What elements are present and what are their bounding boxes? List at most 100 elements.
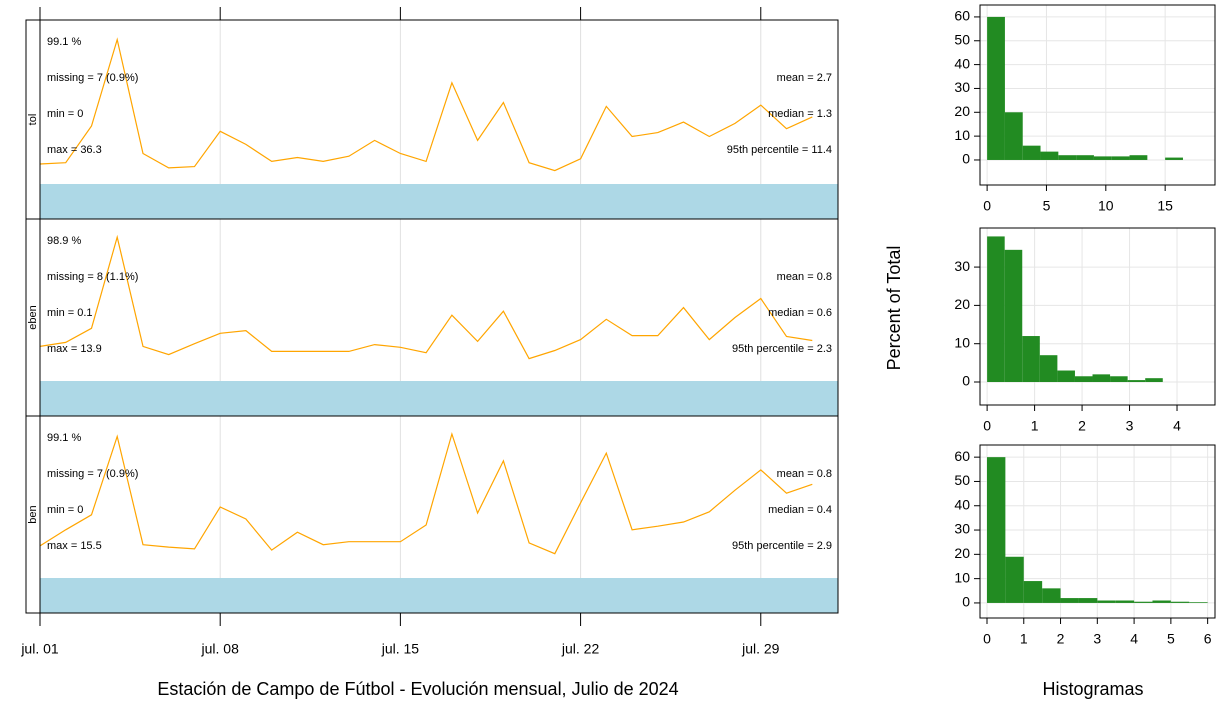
histogram-bar: [1023, 581, 1043, 603]
histogram-bar: [1022, 145, 1041, 160]
x-tick-label: 6: [1204, 631, 1212, 647]
x-tick-label: jul. 08: [201, 641, 240, 657]
histogram-bar: [1110, 376, 1128, 383]
histogram-bar: [987, 236, 1005, 383]
stat-left: max = 36.3: [47, 144, 102, 156]
stat-left: max = 13.9: [47, 343, 102, 355]
histogram-bar: [1004, 249, 1023, 383]
histogram-bar: [1092, 374, 1111, 383]
x-tick-label: 15: [1157, 198, 1173, 214]
histogram-bar: [1129, 155, 1148, 160]
stat-left: missing = 7 (0.9%): [47, 468, 138, 480]
histogram-bar: [1152, 600, 1171, 603]
histogram-bar: [1170, 601, 1190, 603]
y-tick-label: 10: [954, 127, 970, 143]
histogram-bar: [1093, 156, 1112, 160]
y-tick-label: 30: [954, 79, 970, 95]
capture-bar: [40, 578, 838, 613]
y-tick-label: 60: [954, 448, 970, 464]
x-tick-label: jul. 01: [20, 641, 59, 657]
y-tick-label: 20: [954, 545, 970, 561]
histogram-frame: [979, 227, 1216, 406]
histogram-bar: [1042, 588, 1061, 603]
histogram-bar: [1111, 156, 1130, 160]
stat-left: missing = 7 (0.9%): [47, 72, 138, 84]
x-tick-label: 3: [1093, 631, 1101, 647]
x-tick-label: 5: [1043, 198, 1051, 214]
histogram-bar: [987, 16, 1005, 160]
stat-left: min = 0: [47, 504, 83, 516]
stat-right: 95th percentile = 2.9: [732, 540, 832, 552]
y-tick-label: 40: [954, 55, 970, 71]
histogram-bar: [986, 457, 1006, 603]
strip-label: ben: [27, 505, 39, 523]
stat-left: min = 0: [47, 108, 83, 120]
histogram-bar: [1060, 598, 1079, 603]
x-tick-label: 4: [1173, 418, 1181, 434]
strip-label: tol: [27, 114, 39, 126]
histogram-bar: [1074, 376, 1093, 383]
x-axis-title: Estación de Campo de Fútbol - Evolución …: [157, 679, 678, 699]
histogram-bar: [1040, 151, 1059, 160]
y-tick-label: 10: [954, 569, 970, 585]
x-tick-label: jul. 22: [561, 641, 600, 657]
y-tick-label: 60: [954, 8, 970, 24]
stat-right: mean = 2.7: [777, 72, 832, 84]
x-tick-label: 2: [1078, 418, 1086, 434]
histogram-bar: [1078, 598, 1098, 603]
data-line: [39, 234, 813, 360]
histogram-bar: [1189, 602, 1208, 603]
x-tick-label: 1: [1020, 631, 1028, 647]
stat-right: mean = 0.8: [777, 468, 832, 480]
data-line: [39, 37, 813, 172]
y-tick-label: 30: [954, 258, 970, 274]
histogram-bar: [1165, 157, 1183, 160]
y-tick-label: 50: [954, 31, 970, 47]
stat-right: median = 0.6: [768, 307, 832, 319]
capture-bar: [40, 184, 838, 219]
x-tick-label: jul. 15: [381, 641, 420, 657]
strip-label: eben: [27, 305, 39, 329]
y-tick-label: 10: [954, 334, 970, 350]
histogram-bar: [1115, 600, 1135, 603]
histogram-bar: [1134, 601, 1153, 603]
y-tick-label: 0: [962, 594, 970, 610]
x-tick-label: 10: [1098, 198, 1114, 214]
histogram-title: Histogramas: [1042, 679, 1143, 699]
y-tick-label: 20: [954, 296, 970, 312]
x-tick-label: 0: [983, 198, 991, 214]
x-tick-label: 2: [1057, 631, 1065, 647]
stat-right: 95th percentile = 2.3: [732, 343, 832, 355]
x-tick-label: 4: [1130, 631, 1138, 647]
histogram-y-title: Percent of Total: [884, 246, 904, 371]
y-tick-label: 40: [954, 496, 970, 512]
y-tick-label: 0: [962, 151, 970, 167]
capture-label: 99.1 %: [47, 36, 81, 48]
stat-left: min = 0.1: [47, 307, 93, 319]
x-tick-label: 5: [1167, 631, 1175, 647]
capture-label: 98.9 %: [47, 235, 81, 247]
histogram-bar: [1057, 370, 1075, 383]
stat-right: median = 0.4: [768, 504, 832, 516]
histogram-bar: [1076, 155, 1094, 160]
histogram-bar: [1022, 336, 1040, 383]
y-tick-label: 0: [962, 373, 970, 389]
y-tick-label: 20: [954, 103, 970, 119]
y-tick-label: 30: [954, 521, 970, 537]
capture-label: 99.1 %: [47, 432, 81, 444]
x-tick-label: 0: [983, 631, 991, 647]
stat-right: mean = 0.8: [777, 271, 832, 283]
stat-left: missing = 8 (1.1%): [47, 271, 138, 283]
x-tick-label: 1: [1031, 418, 1039, 434]
stat-right: 95th percentile = 11.4: [727, 144, 832, 156]
y-tick-label: 50: [954, 472, 970, 488]
histogram-bar: [1039, 355, 1058, 383]
histogram-bar: [1058, 155, 1077, 160]
x-tick-label: 3: [1126, 418, 1134, 434]
histogram-bar: [1097, 600, 1116, 603]
stat-left: max = 15.5: [47, 540, 102, 552]
histogram-bar: [1127, 380, 1146, 383]
histogram-bar: [1005, 556, 1024, 603]
